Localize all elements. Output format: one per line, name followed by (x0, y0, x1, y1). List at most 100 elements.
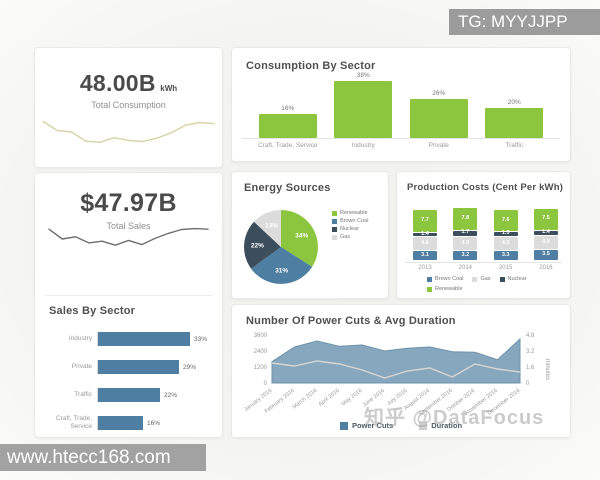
stack-segment-gas[interactable]: 4.6 (413, 237, 437, 251)
column-bar[interactable] (409, 99, 468, 138)
column-traffic[interactable]: 20% (485, 99, 544, 138)
legend-item-gas[interactable]: Gas (332, 234, 368, 240)
legend-label: Gas (340, 234, 351, 240)
column-industry[interactable]: 38% (334, 72, 393, 138)
legend-item-brown-coal[interactable]: Brown Coal (332, 218, 368, 224)
pie-slice-brown-coal[interactable] (251, 247, 313, 284)
stack-segment-nuclear[interactable]: 1.4 (413, 231, 437, 237)
kpi-value: $47.97B (80, 189, 177, 217)
stacked-bar-2016[interactable]: 7.5 1.4 4.9 3.5 (533, 208, 558, 260)
column-value-label: 16% (281, 105, 295, 112)
legend-item-renewable[interactable]: Renewable (427, 286, 463, 292)
stack-segment-brown-coal[interactable]: 3.5 (533, 250, 558, 260)
energy-sources-pie: 34% 31% 22% 13% (238, 204, 324, 290)
hbar-value-label: 33% (194, 335, 208, 343)
column-value-label: 38% (356, 72, 370, 79)
legend-swatch (339, 421, 348, 430)
legend-label: Nuclear (507, 276, 527, 282)
power-cuts-legend: Power Cuts Duration (232, 421, 570, 430)
stack-segment-nuclear[interactable]: 1.4 (533, 229, 558, 235)
stack-segment-brown-coal[interactable]: 3.3 (493, 250, 518, 260)
hbar-bar[interactable] (98, 416, 143, 430)
stack-segment-renewable[interactable]: 7.7 (413, 209, 437, 232)
legend-label: Gas (480, 276, 491, 282)
chart-title: Consumption By Sector (246, 60, 376, 72)
x-axis-line (242, 138, 560, 139)
hbar-row-industry: Industry 33% (45, 325, 214, 353)
x-axis-label: Private (428, 142, 449, 149)
legend-item-nuclear[interactable]: Nuclear (332, 226, 368, 232)
right-axis-tick: 1.6 (526, 365, 535, 371)
left-axis-tick: 1200 (254, 365, 268, 371)
hbar-bar[interactable] (98, 360, 179, 374)
hbar-row-traffic: Traffic 22% (45, 381, 214, 409)
total-consumption-sparkline[interactable] (39, 104, 218, 154)
duration-line[interactable] (271, 360, 521, 379)
chart-title: Sales By Sector (49, 305, 136, 317)
sparkline-svg (48, 227, 209, 246)
stack-segment-gas[interactable]: 4.5 (493, 237, 518, 250)
column-bar[interactable] (485, 108, 544, 138)
legend-label: Brown Coal (340, 218, 369, 224)
hbar-track: 16% (97, 416, 214, 430)
legend-swatch (332, 234, 337, 240)
legend-label: Power Cuts (351, 421, 394, 430)
hbar-bar[interactable] (98, 332, 190, 346)
legend-item-power-cuts[interactable]: Power Cuts (339, 421, 394, 430)
legend-label: Duration (431, 421, 463, 430)
pie-slice-value-label: 34% (295, 233, 308, 240)
x-axis-labels: 2013 2014 2015 2016 (413, 265, 558, 271)
stack-segment-renewable[interactable]: 7.6 (493, 209, 518, 232)
right-axis-tick: 3.2 (526, 349, 535, 355)
sales-by-sector-chart: Industry 33% Private 29% Traffic 22% Cra… (45, 325, 214, 437)
y-axis-label: Private (71, 362, 92, 370)
legend-item-renewable[interactable]: Renewable (332, 210, 368, 216)
energy-sources-card: Energy Sources 34% 31% 22% 13% Renewable Br… (231, 171, 389, 299)
legend-label: Renewable (435, 286, 463, 292)
total-sales-card: $47.97B Total Sales Sales By Sector Indu… (34, 172, 223, 438)
legend-item-brown-coal[interactable]: Brown Coal (427, 276, 463, 282)
x-axis-label: 2014 (458, 265, 472, 271)
column-bar[interactable] (258, 114, 317, 138)
power-cuts-area[interactable] (271, 337, 521, 384)
column-craft-trade-service[interactable]: 16% (258, 105, 317, 138)
legend-swatch (472, 276, 478, 282)
x-axis-label: Industry (351, 142, 375, 149)
sparkline-path (42, 120, 215, 143)
hbar-bar[interactable] (98, 388, 160, 402)
stack-segment-renewable[interactable]: 7.5 (533, 208, 558, 230)
stack-segment-brown-coal[interactable]: 3.1 (413, 251, 437, 260)
legend-swatch (419, 421, 428, 430)
pie-slice-renewable[interactable] (281, 210, 318, 267)
stack-segment-gas[interactable]: 4.9 (533, 235, 558, 250)
pie-slice-gas[interactable] (254, 210, 281, 247)
column-bar[interactable] (334, 81, 393, 138)
hbar-track: 22% (97, 388, 214, 402)
hbar-track: 29% (97, 360, 214, 374)
legend-item-duration[interactable]: Duration (419, 421, 462, 430)
divider (45, 295, 212, 296)
pie-slice-nuclear[interactable] (244, 221, 281, 269)
stack-segment-brown-coal[interactable]: 3.2 (453, 251, 478, 260)
column-value-label: 26% (432, 90, 446, 97)
chart-title: Production Costs (Cent Per kWh) (407, 182, 564, 193)
column-private[interactable]: 26% (409, 90, 468, 138)
x-axis-line (405, 262, 562, 263)
production-costs-card: Production Costs (Cent Per kWh) 7.7 1.4 … (396, 171, 571, 299)
stacked-bar-2014[interactable]: 7.8 1.7 4.8 3.2 (453, 207, 478, 260)
hbar-value-label: 16% (147, 419, 161, 427)
total-sales-sparkline[interactable] (45, 219, 212, 259)
x-axis-label: March 2016 (292, 388, 319, 411)
stack-segment-nuclear[interactable]: 1.5 (493, 230, 518, 236)
legend-item-nuclear[interactable]: Nuclear (499, 276, 527, 282)
stack-segment-gas[interactable]: 4.8 (453, 236, 478, 250)
stacked-bar-2013[interactable]: 7.7 1.4 4.6 3.1 (413, 209, 437, 260)
kpi-value: 48.00B (79, 70, 156, 96)
x-axis-label: 2016 (539, 265, 553, 271)
legend-item-gas[interactable]: Gas (472, 276, 491, 282)
right-axis-tick: 0 (526, 381, 530, 387)
stack-segment-renewable[interactable]: 7.8 (453, 208, 478, 230)
stacked-bar-2015[interactable]: 7.6 1.5 4.5 3.3 (493, 209, 518, 260)
stack-segment-nuclear[interactable]: 1.7 (453, 230, 478, 236)
hbar-row-private: Private 29% (45, 353, 214, 381)
